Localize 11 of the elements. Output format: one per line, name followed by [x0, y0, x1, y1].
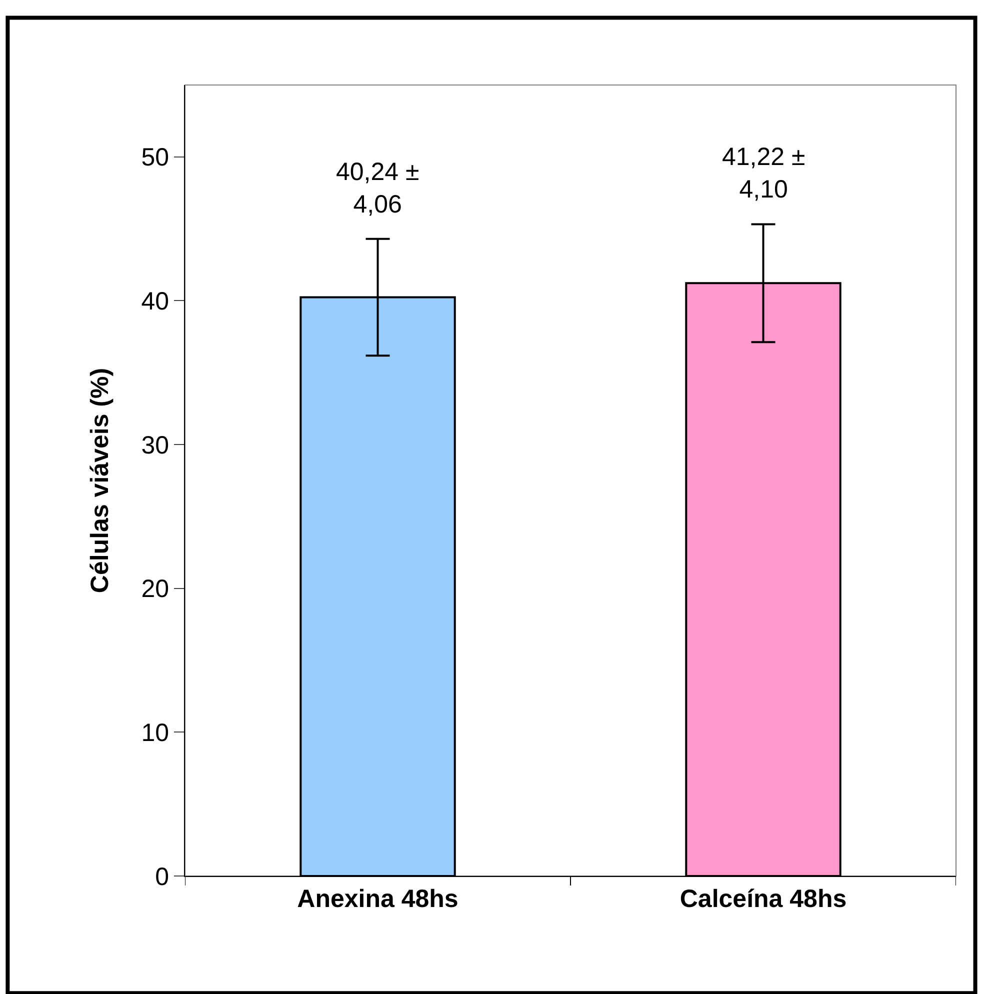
- data-label: 41,22 ± 4,10: [722, 143, 806, 204]
- y-tick-label: 40: [141, 287, 169, 316]
- y-tick-label: 50: [141, 144, 169, 172]
- y-tick-label: 30: [141, 431, 169, 460]
- y-tick-label: 10: [141, 718, 169, 747]
- x-tick-label: Calceína 48hs: [680, 885, 847, 913]
- data-label: 40,24 ± 4,06: [336, 158, 420, 218]
- y-axis-title: Células viáveis (%): [86, 368, 114, 594]
- y-tick-label: 0: [155, 862, 169, 891]
- y-tick-label: 20: [141, 575, 169, 604]
- x-tick-label: Anexina 48hs: [297, 885, 458, 913]
